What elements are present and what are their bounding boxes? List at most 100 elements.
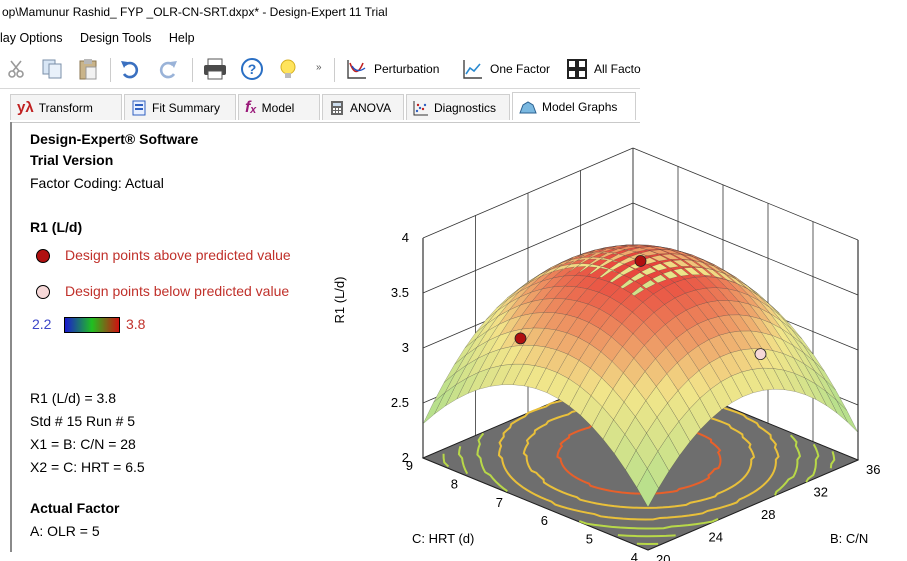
all-factors-label: All Facto	[594, 62, 641, 76]
contour-line	[617, 534, 676, 538]
grid-line	[632, 147, 859, 241]
toolbar-separator	[192, 58, 193, 82]
tab-label: ANOVA	[350, 100, 392, 115]
y-tick-label: 6	[541, 513, 548, 528]
panel-divider	[10, 122, 12, 552]
all-factors-button[interactable]: All Facto	[566, 54, 641, 84]
paste-icon[interactable]	[76, 54, 100, 84]
design-point-above	[634, 255, 647, 267]
x-axis-label: B: C/N	[830, 531, 868, 546]
one-factor-icon	[463, 60, 482, 79]
one-factor-button[interactable]: One Factor	[462, 54, 550, 84]
tab-label: Fit Summary	[152, 100, 221, 115]
point-below-icon	[36, 285, 50, 299]
x-tick-label: 36	[866, 462, 880, 477]
copy-icon[interactable]	[40, 54, 64, 84]
surface-cell	[422, 392, 445, 425]
legend-below-text: Design points below predicted value	[65, 283, 290, 299]
perturbation-icon	[347, 60, 366, 79]
contour-line	[457, 446, 469, 475]
calculator-icon	[329, 100, 345, 116]
surface-cell	[836, 399, 859, 433]
y-tick-label: 5	[586, 532, 593, 547]
perturbation-button[interactable]: Perturbation	[346, 54, 439, 84]
x-tick-label: 28	[761, 507, 775, 522]
z-tick-label: 4	[402, 230, 409, 245]
transform-icon: yλ	[17, 99, 34, 116]
toolbar-overflow-icon[interactable]: »	[316, 61, 322, 73]
tab-model-graphs[interactable]: Model Graphs	[512, 92, 636, 120]
toolbar-separator	[334, 58, 335, 82]
factor-coding: Factor Coding: Actual	[30, 175, 164, 191]
readout-x2: X2 = C: HRT = 6.5	[30, 459, 145, 475]
all-factors-icon	[567, 59, 587, 79]
menu-bar: lay Options Design Tools Help	[0, 28, 209, 48]
readout-x1: X1 = B: C/N = 28	[30, 436, 136, 452]
grid-line	[632, 202, 859, 296]
contour-line	[578, 518, 719, 530]
response-surface-chart[interactable]: 2 2.5 3 3.5 4 20 24 28 32 36 4 5 6 7 8 9 R1 (L/d) B: C/N C…	[330, 125, 907, 561]
svg-text:?: ?	[248, 61, 257, 77]
software-name: Design-Expert® Software	[30, 131, 199, 147]
fit-summary-icon	[131, 100, 147, 116]
tab-anova[interactable]: ANOVA	[322, 94, 404, 120]
help-icon[interactable]: ?	[240, 54, 264, 84]
readout-r1: R1 (L/d) = 3.8	[30, 390, 116, 406]
contour-line	[476, 432, 508, 493]
window-title: op\Mamunur Rashid_ FYP _OLR-CN-SRT.dxpx*…	[0, 0, 907, 24]
contour-line	[805, 443, 820, 483]
color-scale-bar	[64, 317, 120, 333]
actual-factor-value: A: OLR = 5	[30, 523, 100, 539]
y-tick-label: 8	[451, 476, 458, 491]
menu-item-design-tools[interactable]: Design Tools	[80, 31, 152, 45]
perturbation-label: Perturbation	[374, 62, 440, 76]
y-tick-label: 4	[631, 550, 638, 561]
design-point-below	[754, 348, 767, 361]
tab-label: Model	[261, 100, 295, 115]
point-above-icon	[36, 249, 50, 263]
lightbulb-icon[interactable]	[276, 54, 300, 84]
print-icon[interactable]	[202, 54, 228, 84]
design-point-above	[514, 332, 527, 345]
contour-line	[774, 434, 802, 496]
tab-diagnostics[interactable]: Diagnostics	[406, 94, 510, 120]
x-tick-label: 20	[656, 552, 670, 561]
tab-model[interactable]: fₓ Model	[238, 94, 320, 120]
tab-fit-summary[interactable]: Fit Summary	[124, 94, 236, 120]
trial-version: Trial Version	[30, 152, 114, 168]
diagnostics-icon	[413, 100, 429, 116]
z-tick-label: 3.5	[391, 285, 409, 300]
redo-icon[interactable]	[156, 54, 180, 84]
actual-factor-heading: Actual Factor	[30, 500, 120, 516]
color-scale-max: 3.8	[126, 316, 146, 332]
analysis-tabs: yλ Transform Fit Summary fₓ Model ANOVA …	[10, 92, 640, 123]
x-tick-label: 32	[814, 485, 828, 500]
tab-label: Transform	[38, 100, 93, 115]
toolbar: ? » Perturbation One Factor All Facto	[0, 50, 641, 89]
z-tick-label: 2	[402, 450, 409, 465]
y-axis-label: C: HRT (d)	[412, 531, 474, 546]
undo-icon[interactable]	[118, 54, 142, 84]
z-tick-label: 3	[402, 340, 409, 355]
readout-std-run: Std # 15 Run # 5	[30, 413, 136, 429]
contour-line	[829, 451, 836, 469]
legend-above-text: Design points above predicted value	[65, 247, 291, 263]
menu-item-display-options[interactable]: lay Options	[0, 31, 63, 45]
model-graphs-icon	[519, 99, 537, 115]
menu-item-help[interactable]: Help	[168, 31, 195, 45]
tab-label: Diagnostics	[434, 100, 497, 115]
one-factor-label: One Factor	[490, 62, 551, 76]
contour-line	[442, 453, 450, 468]
z-axis-label: R1 (L/d)	[332, 277, 347, 324]
y-tick-label: 7	[496, 495, 503, 510]
tab-label: Model Graphs	[542, 99, 618, 114]
tab-transform[interactable]: yλ Transform	[10, 94, 122, 120]
color-scale-min: 2.2	[32, 316, 52, 332]
x-tick-label: 24	[709, 530, 723, 545]
toolbar-separator	[110, 58, 111, 82]
z-tick-label: 2.5	[391, 395, 409, 410]
response-name: R1 (L/d)	[30, 219, 83, 235]
fx-icon: fₓ	[245, 98, 257, 116]
cut-icon[interactable]	[6, 54, 28, 84]
y-tick-label: 9	[406, 458, 413, 473]
